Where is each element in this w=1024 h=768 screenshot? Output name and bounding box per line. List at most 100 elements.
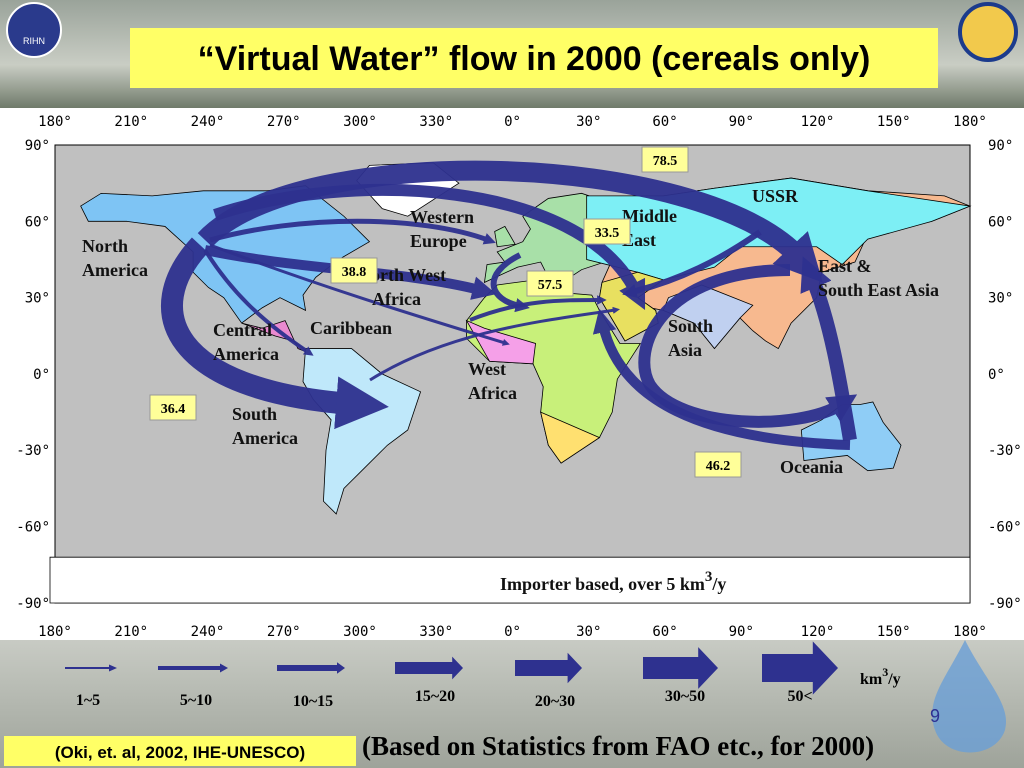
legend-label: 1~5	[76, 692, 100, 709]
lat-label: -30°	[16, 443, 50, 459]
flow-value: 46.2	[706, 459, 731, 474]
region-label: Caribbean	[310, 318, 392, 338]
logo-text: RIHN	[23, 36, 45, 46]
legend-label: 10~15	[293, 693, 333, 710]
legend-label: 15~20	[415, 688, 455, 705]
flow-value: 33.5	[595, 226, 620, 241]
labels: 180° 180° 210° 210° 240° 240° 270° 270° 300° 300°…	[16, 114, 1021, 640]
region-label: USSR	[752, 186, 799, 206]
note-sup: 3	[705, 569, 713, 585]
flow-box	[583, 218, 631, 245]
flow-arrows	[161, 160, 858, 450]
lon-label: 180°	[38, 114, 72, 130]
lon-label: 30°	[576, 114, 601, 130]
lat-label: 30°	[25, 291, 50, 307]
legend-arrow	[277, 662, 345, 674]
lon-label: 300°	[343, 114, 377, 130]
lon-label: 90°	[729, 624, 754, 640]
lat-label: 90°	[988, 138, 1013, 154]
lon-label: 270°	[267, 114, 301, 130]
region-label: South East Asia	[818, 280, 939, 300]
lon-label: 60°	[652, 114, 677, 130]
legend-arrow	[395, 656, 463, 680]
region-label: Europe	[410, 231, 467, 251]
legend-label: 20~30	[535, 693, 575, 710]
lat-label: 0°	[988, 367, 1005, 383]
lat-label: 90°	[25, 138, 50, 154]
region-label: Middle	[622, 206, 677, 226]
legend-arrow	[762, 641, 838, 695]
lat-label: -30°	[988, 443, 1022, 459]
flow-arrow	[209, 218, 496, 245]
region-label: Asia	[668, 340, 702, 360]
water-drop	[932, 640, 1007, 753]
map-note: Importer based, over 5 km3/y	[500, 569, 726, 594]
legend-arrow	[158, 663, 228, 673]
flow-box	[149, 394, 197, 421]
lat-label: 60°	[25, 214, 50, 230]
note-text: Importer based, over 5 km	[500, 574, 705, 594]
legend-label: 5~10	[180, 692, 212, 709]
region-label: Africa	[468, 383, 517, 403]
lon-label: 240°	[191, 624, 225, 640]
flow-arrow	[638, 264, 858, 428]
region-label: America	[213, 344, 279, 364]
lon-label: 180°	[953, 114, 987, 130]
lat-label: 60°	[988, 214, 1013, 230]
lon-label: 180°	[953, 624, 987, 640]
citation: (Oki, et. al, 2002, IHE-UNESCO)	[55, 743, 305, 762]
flow-arrow	[161, 237, 389, 430]
lon-label: 30°	[576, 624, 601, 640]
lon-label: 90°	[729, 114, 754, 130]
region-label: South	[668, 316, 713, 336]
lat-label: -90°	[988, 596, 1022, 612]
region-label: Western	[410, 207, 474, 227]
logo-left	[6, 2, 62, 58]
flow-arrow	[490, 252, 530, 313]
flow-arrow	[213, 183, 646, 311]
legend: 1~5 5~10 10~15 15~20 20~30 30~50 50<	[65, 641, 838, 710]
unit-sup: 3	[882, 665, 888, 679]
title: “Virtual Water” flow in 2000 (cereals on…	[198, 40, 871, 78]
region-label: North West	[358, 265, 446, 285]
flow-value: 57.5	[538, 278, 563, 293]
lat-label: 30°	[988, 291, 1013, 307]
lon-label: 0°	[504, 114, 521, 130]
lon-label: 240°	[191, 114, 225, 130]
logo-right	[958, 2, 1018, 62]
title-box	[130, 28, 938, 88]
flow-arrow	[369, 306, 620, 382]
region-label: West	[468, 359, 506, 379]
lon-label: 330°	[419, 114, 453, 130]
flow-value: 38.8	[342, 265, 367, 280]
region-label: East &	[818, 256, 872, 276]
flow-arrow	[622, 229, 762, 298]
flow-value: 36.4	[161, 402, 186, 417]
flow-box	[330, 257, 378, 284]
lon-label: 210°	[114, 114, 148, 130]
southern-africa	[540, 411, 601, 464]
region-label: America	[232, 428, 298, 448]
flow-arrow	[209, 243, 510, 346]
unit-text: km	[860, 671, 883, 688]
lat-label: -90°	[16, 596, 50, 612]
legend-label: 50<	[787, 688, 812, 705]
flow-box	[526, 270, 574, 297]
lon-label: 210°	[114, 624, 148, 640]
lon-label: 270°	[267, 624, 301, 640]
flow-value: 78.5	[653, 154, 678, 169]
unit-tail: /y	[887, 671, 900, 688]
legend-label: 30~50	[665, 688, 705, 705]
lat-label: 0°	[33, 367, 50, 383]
lon-label: 330°	[419, 624, 453, 640]
lon-label: 300°	[343, 624, 377, 640]
flow-arrow	[469, 295, 607, 322]
region-label: America	[82, 260, 148, 280]
flow-arrow	[203, 248, 314, 356]
lon-label: 120°	[801, 624, 835, 640]
region-label: Central	[213, 320, 272, 340]
flow-box	[641, 146, 689, 173]
citation-box	[4, 736, 356, 766]
